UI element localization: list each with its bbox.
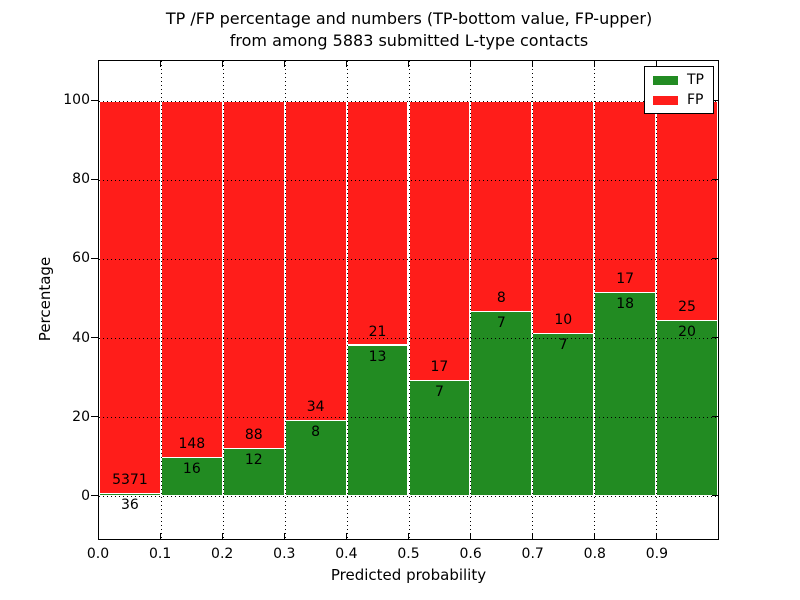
fp-count-label: 88	[244, 427, 263, 444]
x-axis-tick-top	[160, 61, 162, 67]
y-tick-label: 80	[72, 171, 90, 187]
x-axis-tick-bottom	[593, 533, 595, 539]
x-tick-label: 0.9	[645, 546, 669, 562]
ticks-layer	[91, 61, 718, 539]
x-tick-label: 0.1	[148, 546, 172, 562]
y-tick-label: 20	[72, 409, 90, 426]
fp-count-label: 17	[616, 271, 635, 288]
y-axis-tick-left	[91, 258, 98, 260]
x-axis-tick-top	[469, 61, 471, 67]
fp-count-label: 10	[554, 311, 573, 328]
fp-count-label: 34	[306, 399, 325, 416]
y-tick-label: 60	[72, 250, 90, 267]
fp-count-label: 21	[368, 323, 387, 340]
y-tick-label: 40	[72, 329, 90, 346]
legend: TP FP	[644, 66, 714, 114]
tp-count-label: 13	[368, 348, 387, 365]
tp-bar-segment	[656, 319, 718, 496]
y-axis-tick-right	[712, 495, 718, 497]
fp-bar-segment	[470, 100, 533, 312]
y-axis-tick-left	[91, 337, 98, 339]
tp-count-label: 36	[121, 496, 139, 513]
x-axis-tick-bottom	[408, 533, 409, 539]
x-axis-tick-bottom	[222, 533, 224, 539]
x-tick-label: 0.0	[86, 546, 110, 562]
fp-count-label: 17	[430, 359, 449, 376]
y-axis-tick-right	[712, 258, 718, 260]
y-axis-tick-left	[91, 495, 98, 497]
tp-count-label: 12	[244, 452, 263, 469]
y-axis-tick-left	[91, 416, 98, 418]
tp-count-label: 18	[616, 296, 635, 313]
fp-color-swatch	[653, 95, 678, 105]
x-tick-label: 0.3	[273, 546, 296, 562]
x-tick-label: 0.5	[397, 546, 420, 562]
x-axis-tick-bottom	[284, 533, 286, 539]
tp-bar-segment	[99, 492, 161, 496]
tp-count-label: 7	[434, 384, 444, 401]
fp-bar-segment	[656, 100, 718, 320]
tp-count-label: 20	[678, 323, 696, 340]
tp-count-label: 7	[558, 336, 568, 353]
tp-count-label: 8	[311, 424, 321, 441]
x-axis-label: Predicted probability	[330, 566, 487, 584]
fp-count-label: 8	[496, 290, 506, 307]
y-tick-labels: 0 20 40 60 80 100	[0, 60, 92, 540]
y-axis-tick-left	[91, 179, 98, 180]
y-axis-tick-right	[712, 337, 718, 339]
x-axis-tick-top	[531, 61, 533, 67]
x-tick-label: 0.6	[459, 546, 482, 562]
x-axis-tick-top	[284, 61, 286, 67]
legend-item-tp: TP	[653, 73, 704, 87]
fp-bar-segment	[408, 100, 471, 381]
x-tick-label: 0.4	[335, 546, 358, 562]
fp-count-label: 25	[678, 298, 696, 315]
legend-label-fp: FP	[687, 92, 704, 108]
x-axis-tick-bottom	[469, 533, 471, 539]
chart-title: TP /FP percentage and numbers (TP-bottom…	[98, 8, 720, 52]
y-axis-tick-left	[91, 100, 98, 101]
tp-bar-segment	[470, 311, 533, 496]
x-tick-label: 0.2	[211, 546, 234, 562]
x-axis-tick-top	[593, 61, 595, 67]
x-tick-label: 0.8	[583, 546, 606, 562]
y-tick-label: 100	[63, 91, 90, 108]
fp-bar-segment	[222, 100, 285, 449]
fp-bar-segment	[99, 100, 161, 493]
x-axis-tick-top	[222, 61, 224, 67]
bar-labels-layer: 5371 36 148 16 88 12 34 8 21 13 17 7 8 7 10 7 17 18 25 20	[99, 61, 718, 539]
fp-count-label: 5371	[112, 471, 148, 488]
y-axis-tick-right	[712, 416, 718, 418]
legend-item-fp: FP	[653, 93, 704, 107]
x-tick-label: 0.7	[521, 546, 544, 562]
x-axis-tick-top	[408, 61, 409, 67]
fp-count-label: 148	[178, 436, 206, 452]
x-axis-tick-top	[346, 61, 348, 67]
bars-layer	[99, 61, 718, 539]
chart-title-line2: from among 5883 submitted L-type contact…	[229, 31, 589, 50]
tp-color-swatch	[653, 75, 678, 85]
x-axis-tick-bottom	[160, 533, 162, 539]
tp-count-label: 7	[496, 315, 506, 332]
x-axis-tick-bottom	[531, 533, 533, 539]
x-tick-labels: 0.0 0.1 0.2 0.3 0.4 0.5 0.6 0.7 0.8 0.9	[87, 546, 719, 566]
chart-title-line1: TP /FP percentage and numbers (TP-bottom…	[165, 9, 653, 28]
legend-label-tp: TP	[687, 72, 704, 88]
x-axis-tick-bottom	[346, 533, 348, 539]
x-axis-tick-bottom	[655, 533, 657, 539]
plot-area: 5371 36 148 16 88 12 34 8 21 13 17 7 8 7 10 7 17 18 25 20 T…	[91, 60, 719, 540]
tp-count-label: 16	[182, 461, 201, 477]
y-axis-tick-right	[712, 179, 718, 180]
tp-bar-segment	[284, 420, 347, 496]
y-tick-label: 0	[81, 488, 90, 505]
tp-bar-segment	[408, 380, 471, 496]
